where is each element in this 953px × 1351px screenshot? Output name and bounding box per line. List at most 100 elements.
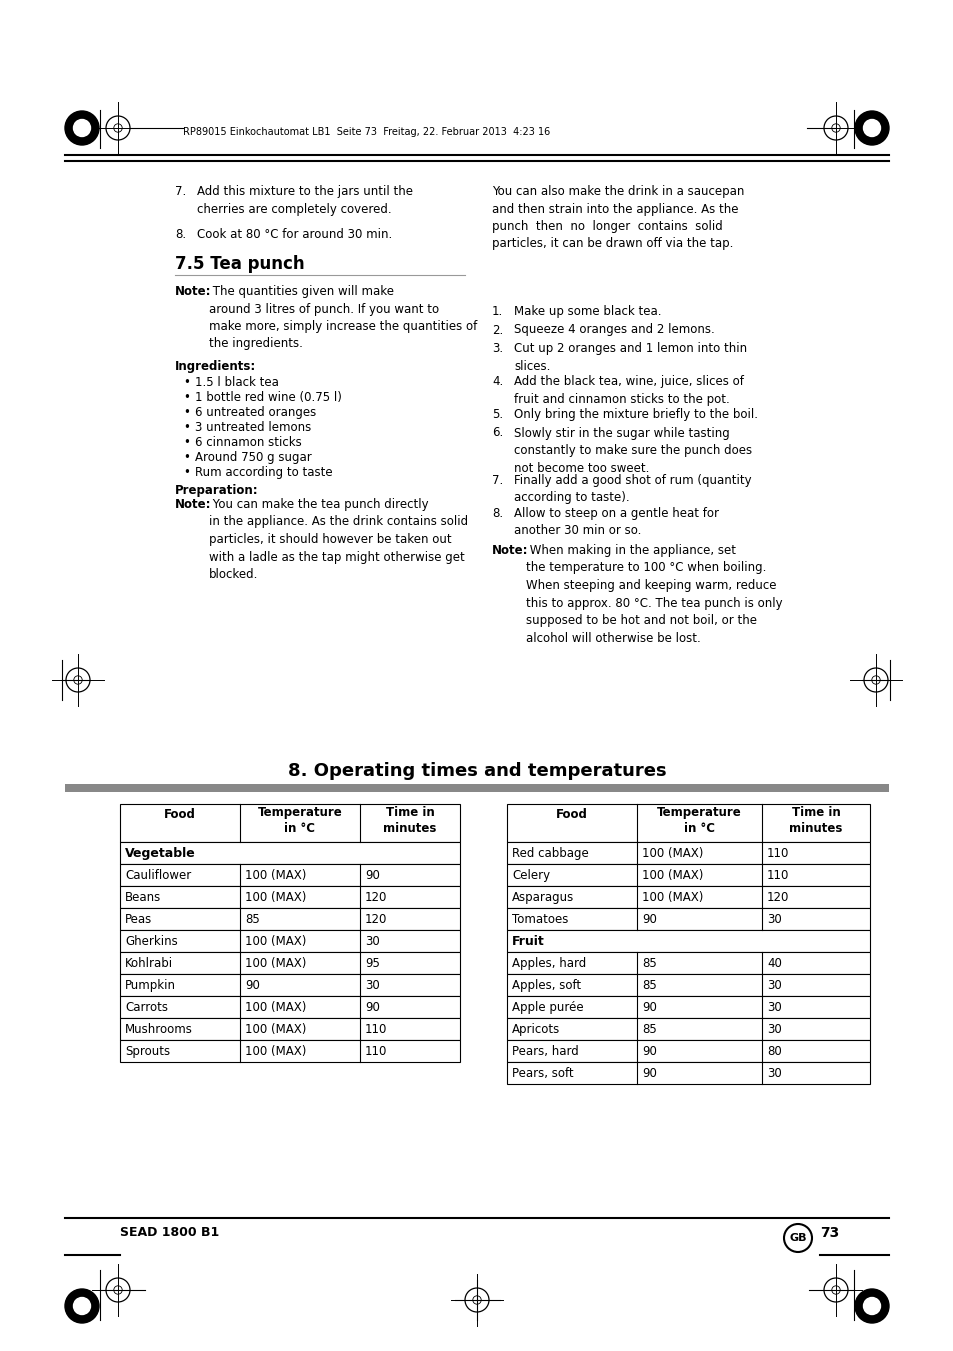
Text: 100 (MAX): 100 (MAX) xyxy=(245,1046,306,1058)
Text: Cut up 2 oranges and 1 lemon into thin
slices.: Cut up 2 oranges and 1 lemon into thin s… xyxy=(514,342,746,373)
Text: Add this mixture to the jars until the
cherries are completely covered.: Add this mixture to the jars until the c… xyxy=(196,185,413,216)
Bar xyxy=(120,804,459,842)
Text: 7.: 7. xyxy=(492,474,503,486)
Text: When making in the appliance, set
the temperature to 100 °C when boiling.
When s: When making in the appliance, set the te… xyxy=(525,544,781,644)
Text: 30: 30 xyxy=(766,1023,781,1036)
Text: 95: 95 xyxy=(365,957,379,970)
Text: Mushrooms: Mushrooms xyxy=(125,1023,193,1036)
Text: Celery: Celery xyxy=(512,869,550,882)
Text: 7.: 7. xyxy=(174,185,186,199)
Text: Ingredients:: Ingredients: xyxy=(174,359,256,373)
Text: •: • xyxy=(183,436,190,449)
Text: Around 750 g sugar: Around 750 g sugar xyxy=(194,451,312,463)
Text: 100 (MAX): 100 (MAX) xyxy=(641,869,702,882)
Text: 100 (MAX): 100 (MAX) xyxy=(641,892,702,904)
Text: Red cabbage: Red cabbage xyxy=(512,847,588,861)
Text: •: • xyxy=(183,466,190,480)
Text: 85: 85 xyxy=(641,957,656,970)
Text: Pears, hard: Pears, hard xyxy=(512,1046,578,1058)
Text: Note:: Note: xyxy=(492,544,528,557)
Text: Time in
minutes: Time in minutes xyxy=(788,807,841,835)
Text: Fruit: Fruit xyxy=(512,935,544,948)
Text: 30: 30 xyxy=(766,913,781,925)
Text: 100 (MAX): 100 (MAX) xyxy=(245,935,306,948)
Text: 30: 30 xyxy=(766,1001,781,1015)
Text: 8.: 8. xyxy=(174,228,186,240)
Text: Pears, soft: Pears, soft xyxy=(512,1067,573,1079)
Bar xyxy=(506,1019,869,1040)
Text: Cauliflower: Cauliflower xyxy=(125,869,191,882)
Bar xyxy=(120,886,459,908)
Text: 1.: 1. xyxy=(492,305,503,317)
Text: 90: 90 xyxy=(641,1067,657,1079)
Text: Note:: Note: xyxy=(174,285,212,299)
Circle shape xyxy=(73,119,91,136)
Text: 8.: 8. xyxy=(492,507,502,520)
Text: Kohlrabi: Kohlrabi xyxy=(125,957,172,970)
Text: Preparation:: Preparation: xyxy=(174,484,258,497)
Bar xyxy=(506,952,869,974)
Text: 110: 110 xyxy=(365,1023,387,1036)
Text: 120: 120 xyxy=(766,892,788,904)
Text: 1.5 l black tea: 1.5 l black tea xyxy=(194,376,278,389)
Text: Pumpkin: Pumpkin xyxy=(125,979,175,992)
Text: 80: 80 xyxy=(766,1046,781,1058)
Text: 100 (MAX): 100 (MAX) xyxy=(245,869,306,882)
Text: Food: Food xyxy=(164,808,195,821)
Text: Add the black tea, wine, juice, slices of
fruit and cinnamon sticks to the pot.: Add the black tea, wine, juice, slices o… xyxy=(514,376,743,405)
Circle shape xyxy=(65,1289,99,1323)
Bar xyxy=(120,1019,459,1040)
Text: 1 bottle red wine (0.75 l): 1 bottle red wine (0.75 l) xyxy=(194,390,341,404)
Text: Food: Food xyxy=(556,808,587,821)
Text: Squeeze 4 oranges and 2 lemons.: Squeeze 4 oranges and 2 lemons. xyxy=(514,323,714,336)
Text: •: • xyxy=(183,376,190,389)
Text: RP89015 Einkochautomat LB1  Seite 73  Freitag, 22. Februar 2013  4:23 16: RP89015 Einkochautomat LB1 Seite 73 Frei… xyxy=(183,127,550,136)
Text: Asparagus: Asparagus xyxy=(512,892,574,904)
Bar xyxy=(506,1040,869,1062)
Text: Tomatoes: Tomatoes xyxy=(512,913,568,925)
Circle shape xyxy=(854,111,888,145)
Text: •: • xyxy=(183,407,190,419)
Bar xyxy=(506,842,869,865)
Text: 90: 90 xyxy=(641,913,657,925)
Text: 4.: 4. xyxy=(492,376,503,388)
Text: 85: 85 xyxy=(641,979,656,992)
Text: 90: 90 xyxy=(641,1001,657,1015)
Bar xyxy=(120,842,459,865)
Text: 3 untreated lemons: 3 untreated lemons xyxy=(194,422,311,434)
Text: Temperature
in °C: Temperature in °C xyxy=(257,807,342,835)
Bar xyxy=(506,929,869,952)
Text: 120: 120 xyxy=(365,892,387,904)
Circle shape xyxy=(862,119,880,136)
Text: Rum according to taste: Rum according to taste xyxy=(194,466,333,480)
Text: You can make the tea punch directly
in the appliance. As the drink contains soli: You can make the tea punch directly in t… xyxy=(209,499,468,581)
Text: •: • xyxy=(183,422,190,434)
Bar xyxy=(506,996,869,1019)
Text: •: • xyxy=(183,390,190,404)
Bar xyxy=(506,908,869,929)
Bar xyxy=(506,974,869,996)
Bar xyxy=(120,929,459,952)
Text: •: • xyxy=(183,451,190,463)
Circle shape xyxy=(73,1297,91,1315)
Text: Temperature
in °C: Temperature in °C xyxy=(657,807,741,835)
Text: Apples, soft: Apples, soft xyxy=(512,979,580,992)
Text: 6 untreated oranges: 6 untreated oranges xyxy=(194,407,315,419)
Text: 3.: 3. xyxy=(492,342,502,355)
Text: Slowly stir in the sugar while tasting
constantly to make sure the punch does
no: Slowly stir in the sugar while tasting c… xyxy=(514,427,751,474)
Bar xyxy=(120,1040,459,1062)
Circle shape xyxy=(854,1289,888,1323)
Text: 100 (MAX): 100 (MAX) xyxy=(245,1001,306,1015)
Text: 8. Operating times and temperatures: 8. Operating times and temperatures xyxy=(288,762,665,780)
Text: 2.: 2. xyxy=(492,323,503,336)
Text: Sprouts: Sprouts xyxy=(125,1046,170,1058)
Text: 40: 40 xyxy=(766,957,781,970)
Text: 6 cinnamon sticks: 6 cinnamon sticks xyxy=(194,436,301,449)
Bar xyxy=(506,804,869,842)
Text: Apples, hard: Apples, hard xyxy=(512,957,586,970)
Text: Allow to steep on a gentle heat for
another 30 min or so.: Allow to steep on a gentle heat for anot… xyxy=(514,507,719,538)
Text: Time in
minutes: Time in minutes xyxy=(383,807,436,835)
Text: Note:: Note: xyxy=(174,499,212,511)
Text: Apple purée: Apple purée xyxy=(512,1001,583,1015)
Text: 85: 85 xyxy=(245,913,259,925)
